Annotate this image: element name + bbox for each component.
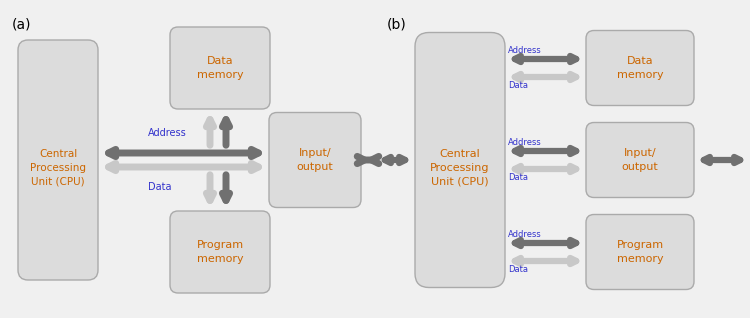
Text: Address: Address <box>508 230 542 239</box>
Text: Data
memory: Data memory <box>616 56 663 80</box>
FancyBboxPatch shape <box>415 32 505 287</box>
FancyBboxPatch shape <box>586 215 694 289</box>
FancyBboxPatch shape <box>170 27 270 109</box>
Text: Data: Data <box>148 182 172 192</box>
Text: Data: Data <box>508 173 528 182</box>
FancyBboxPatch shape <box>586 122 694 197</box>
Text: Central
Processing
Unit (CPU): Central Processing Unit (CPU) <box>430 149 490 187</box>
Text: Data: Data <box>508 265 528 274</box>
Text: Address: Address <box>148 128 187 138</box>
Text: Address: Address <box>508 138 542 147</box>
FancyBboxPatch shape <box>269 113 361 208</box>
Text: Input/
output: Input/ output <box>296 148 333 172</box>
Text: Program
memory: Program memory <box>196 240 244 264</box>
FancyBboxPatch shape <box>586 31 694 106</box>
Text: Input/
output: Input/ output <box>622 148 658 172</box>
Text: Data
memory: Data memory <box>196 56 243 80</box>
Text: Central
Processing
Unit (CPU): Central Processing Unit (CPU) <box>30 149 86 187</box>
Text: Program
memory: Program memory <box>616 240 664 264</box>
Text: Address: Address <box>508 46 542 55</box>
FancyBboxPatch shape <box>18 40 98 280</box>
Text: Data: Data <box>508 81 528 90</box>
Text: (a): (a) <box>12 18 32 32</box>
Text: (b): (b) <box>387 18 406 32</box>
FancyBboxPatch shape <box>170 211 270 293</box>
